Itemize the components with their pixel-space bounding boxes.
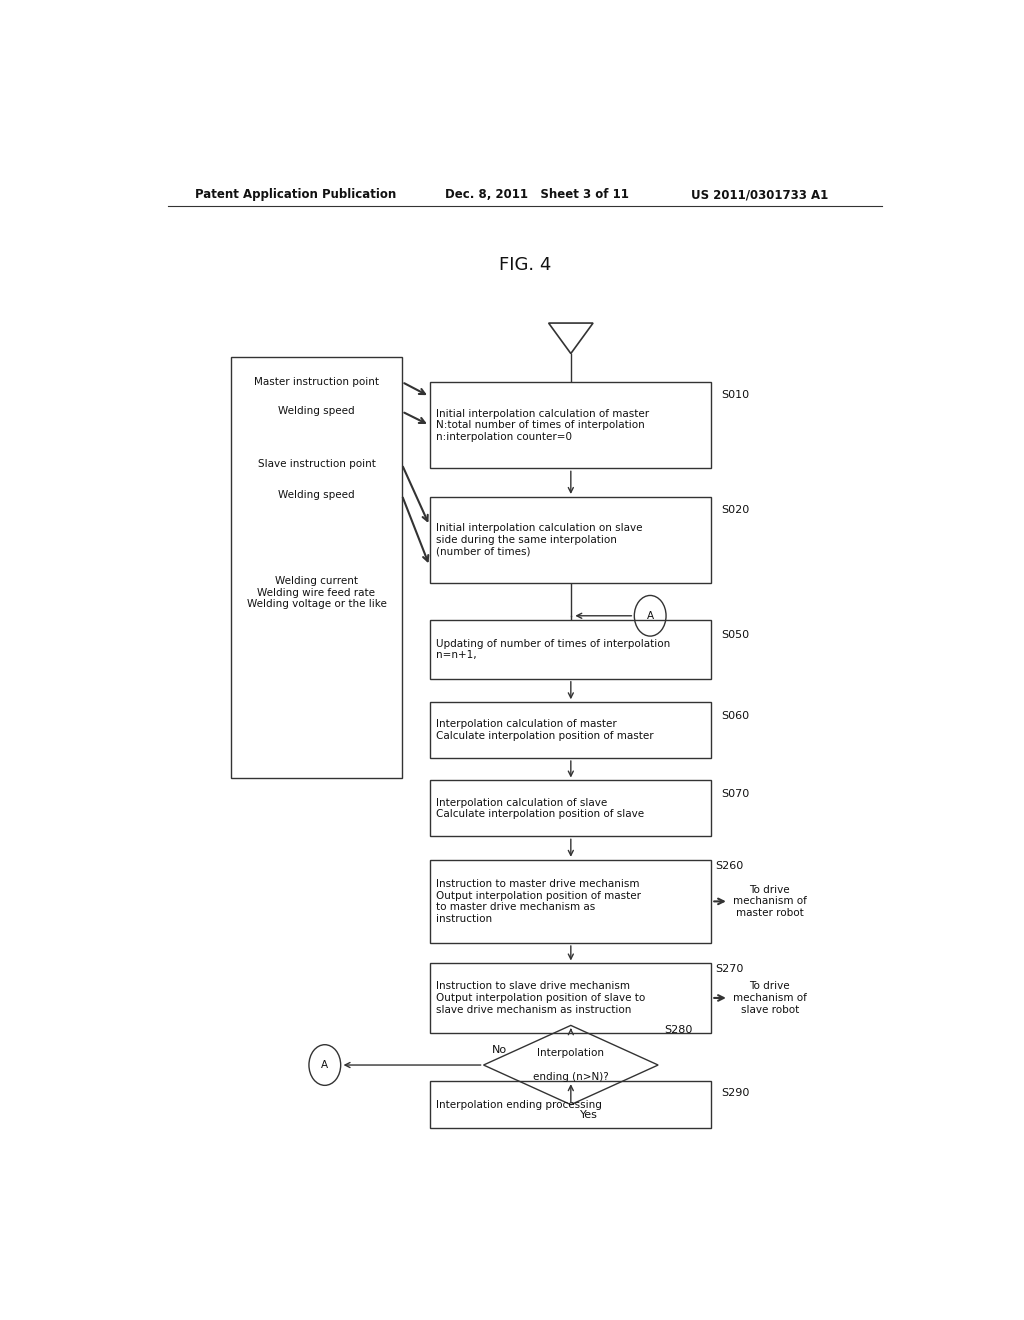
FancyBboxPatch shape xyxy=(430,381,712,469)
Text: Updating of number of times of interpolation
n=n+1,: Updating of number of times of interpola… xyxy=(436,639,670,660)
Text: S070: S070 xyxy=(721,789,750,800)
Text: Initial interpolation calculation of master
N:total number of times of interpola: Initial interpolation calculation of mas… xyxy=(436,409,649,442)
FancyBboxPatch shape xyxy=(430,780,712,837)
Text: FIG. 4: FIG. 4 xyxy=(499,256,551,275)
Text: Welding speed: Welding speed xyxy=(279,407,354,416)
Text: Initial interpolation calculation on slave
side during the same interpolation
(n: Initial interpolation calculation on sla… xyxy=(436,524,642,557)
Text: Interpolation: Interpolation xyxy=(538,1048,604,1057)
Text: Interpolation calculation of master
Calculate interpolation position of master: Interpolation calculation of master Calc… xyxy=(436,719,653,741)
Text: Interpolation calculation of slave
Calculate interpolation position of slave: Interpolation calculation of slave Calcu… xyxy=(436,797,644,820)
Text: S280: S280 xyxy=(665,1026,693,1035)
Text: S290: S290 xyxy=(721,1088,750,1098)
Text: A: A xyxy=(322,1060,329,1071)
Text: Slave instruction point: Slave instruction point xyxy=(258,459,376,469)
Text: S270: S270 xyxy=(715,964,743,974)
FancyBboxPatch shape xyxy=(430,496,712,583)
Text: S260: S260 xyxy=(715,862,743,871)
Text: S060: S060 xyxy=(721,711,749,721)
Text: To drive
mechanism of
slave robot: To drive mechanism of slave robot xyxy=(733,981,807,1015)
Text: Dec. 8, 2011   Sheet 3 of 11: Dec. 8, 2011 Sheet 3 of 11 xyxy=(445,189,630,202)
Text: Welding speed: Welding speed xyxy=(279,490,354,500)
FancyBboxPatch shape xyxy=(430,1081,712,1129)
Text: To drive
mechanism of
master robot: To drive mechanism of master robot xyxy=(733,884,807,917)
FancyBboxPatch shape xyxy=(430,859,712,942)
Text: US 2011/0301733 A1: US 2011/0301733 A1 xyxy=(691,189,828,202)
Text: S010: S010 xyxy=(721,389,749,400)
Text: Patent Application Publication: Patent Application Publication xyxy=(196,189,396,202)
Text: S050: S050 xyxy=(721,630,749,640)
Text: A: A xyxy=(646,611,653,620)
Text: Instruction to slave drive mechanism
Output interpolation position of slave to
s: Instruction to slave drive mechanism Out… xyxy=(436,981,645,1015)
Text: Interpolation ending processing: Interpolation ending processing xyxy=(436,1100,602,1110)
FancyBboxPatch shape xyxy=(430,620,712,678)
Text: Yes: Yes xyxy=(581,1110,598,1119)
FancyBboxPatch shape xyxy=(430,702,712,758)
Text: S020: S020 xyxy=(721,504,750,515)
Text: Welding current
Welding wire feed rate
Welding voltage or the like: Welding current Welding wire feed rate W… xyxy=(247,577,386,610)
FancyBboxPatch shape xyxy=(430,964,712,1032)
FancyBboxPatch shape xyxy=(231,356,401,779)
Text: ending (n>N)?: ending (n>N)? xyxy=(532,1072,608,1082)
Text: Instruction to master drive mechanism
Output interpolation position of master
to: Instruction to master drive mechanism Ou… xyxy=(436,879,641,924)
Text: No: No xyxy=(492,1045,507,1055)
Text: Master instruction point: Master instruction point xyxy=(254,378,379,387)
